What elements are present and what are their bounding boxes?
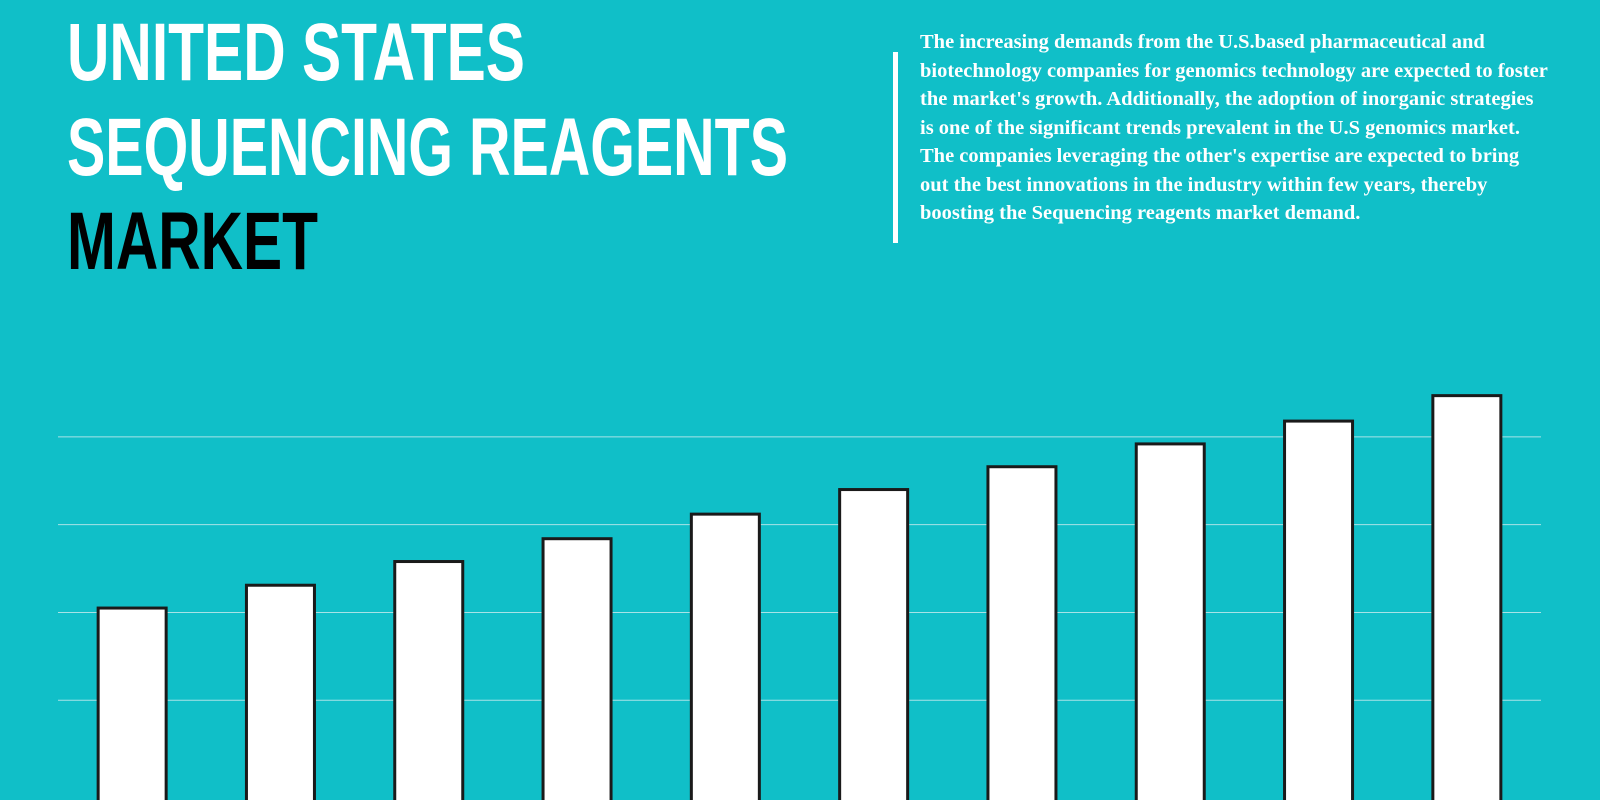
description: The increasing demands from the U.S.base… <box>920 31 1548 224</box>
bar <box>838 488 910 800</box>
title-line: SEQUENCING REAGENTS <box>67 102 788 193</box>
bar <box>1431 394 1503 800</box>
bar <box>393 560 465 800</box>
bar <box>986 465 1058 800</box>
bar <box>1283 419 1355 800</box>
title-line: MARKET <box>67 196 318 287</box>
bar <box>689 512 761 800</box>
bar <box>244 583 316 800</box>
divider <box>893 52 898 243</box>
bar <box>1134 442 1206 800</box>
title-line: UNITED STATES <box>67 7 525 98</box>
bar <box>96 606 168 800</box>
bar <box>541 537 613 800</box>
